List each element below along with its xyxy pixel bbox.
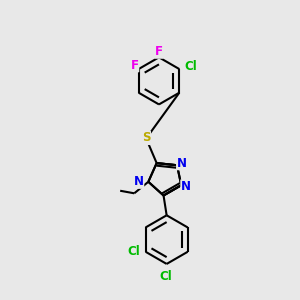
Text: S: S	[142, 131, 150, 145]
Text: Cl: Cl	[128, 245, 140, 258]
Text: Cl: Cl	[184, 61, 197, 74]
Text: Cl: Cl	[159, 270, 172, 283]
Text: N: N	[177, 157, 187, 170]
Text: F: F	[155, 45, 163, 58]
Text: N: N	[134, 175, 144, 188]
Text: F: F	[131, 59, 139, 72]
Text: Cl: Cl	[184, 60, 197, 73]
Text: N: N	[181, 180, 191, 193]
